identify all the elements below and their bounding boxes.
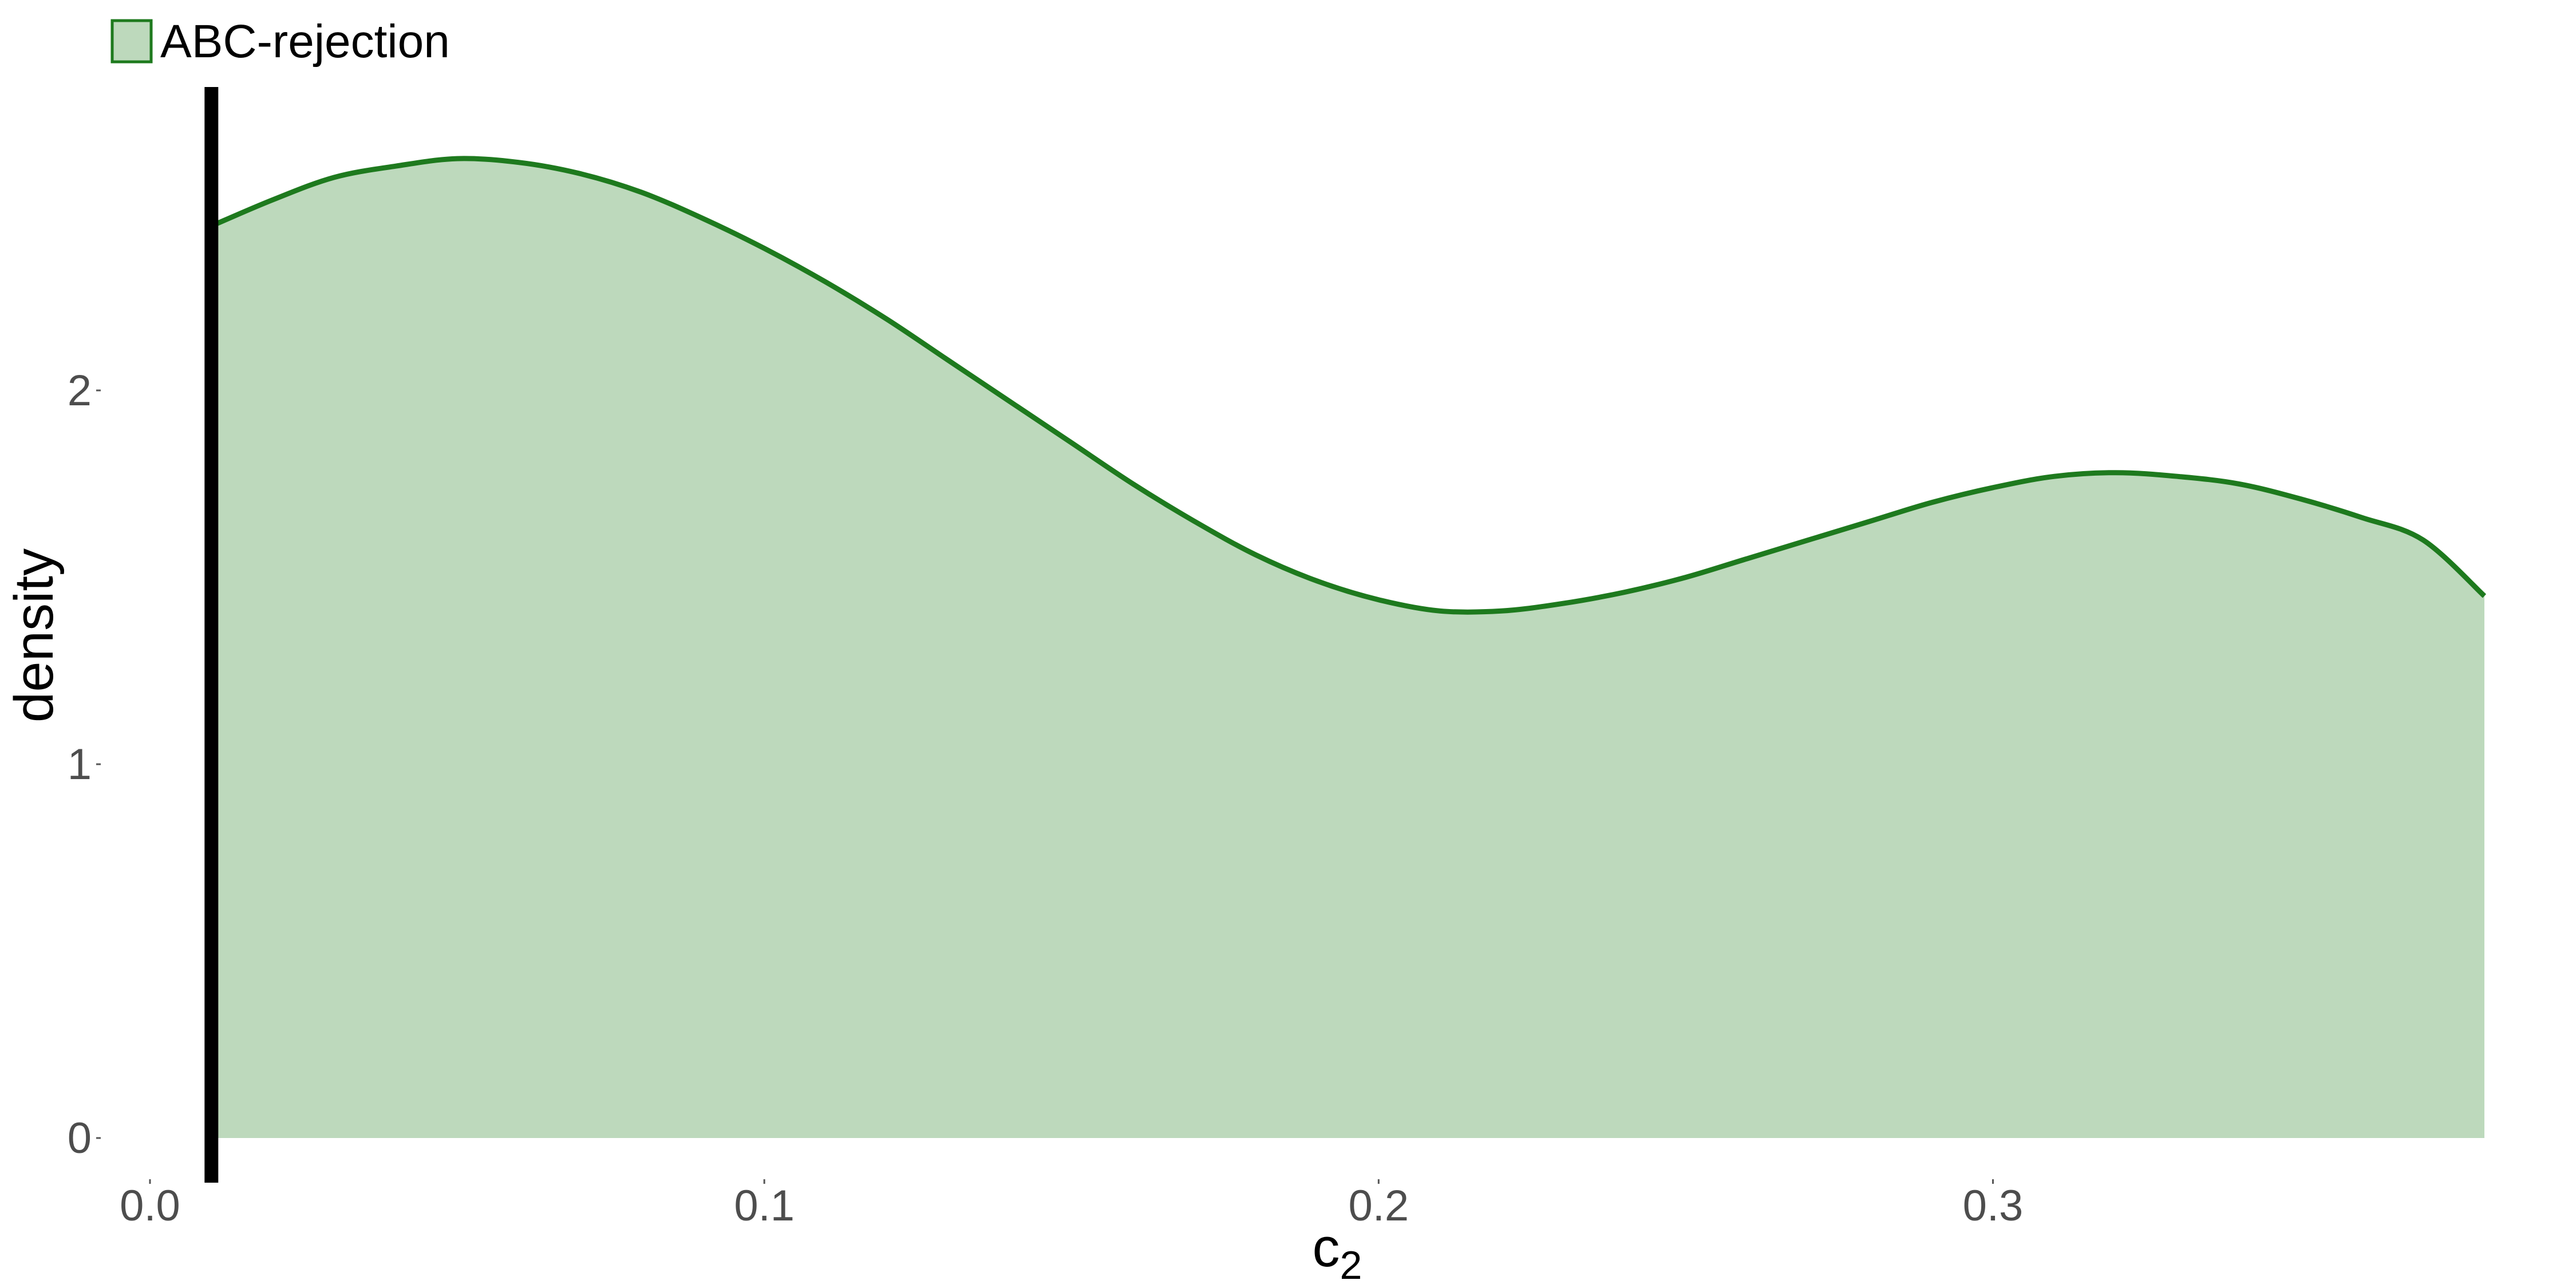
density-curve-abc-rejection xyxy=(210,156,2487,615)
x-tick-label: 0.2 xyxy=(1348,1182,1409,1230)
density-area-abc-rejection xyxy=(211,158,2484,1138)
x-tick-label: 0.1 xyxy=(734,1182,795,1230)
y-tick-label: 0 xyxy=(68,1114,92,1163)
y-tick-label: 1 xyxy=(68,740,92,789)
legend-key-abc-rejection xyxy=(110,19,153,64)
x-tick-label: 0.0 xyxy=(120,1182,180,1230)
legend-label-abc-rejection: ABC-rejection xyxy=(160,15,450,68)
y-axis-ticks: 0 1 2 xyxy=(68,366,101,1163)
x-tick-label: 0.3 xyxy=(1963,1182,2024,1230)
y-tick-label: 2 xyxy=(68,366,92,415)
x-axis-title-subscript: 2 xyxy=(1340,1243,1362,1287)
y-axis-title: density xyxy=(3,548,65,722)
legend: ABC-rejection xyxy=(110,15,450,68)
x-axis-ticks: 0.0 0.1 0.2 0.3 xyxy=(120,1179,2023,1230)
x-axis-title-main: c xyxy=(1313,1217,1340,1278)
x-axis-title: c2 xyxy=(1313,1217,1362,1287)
plot-area xyxy=(204,87,2487,1183)
